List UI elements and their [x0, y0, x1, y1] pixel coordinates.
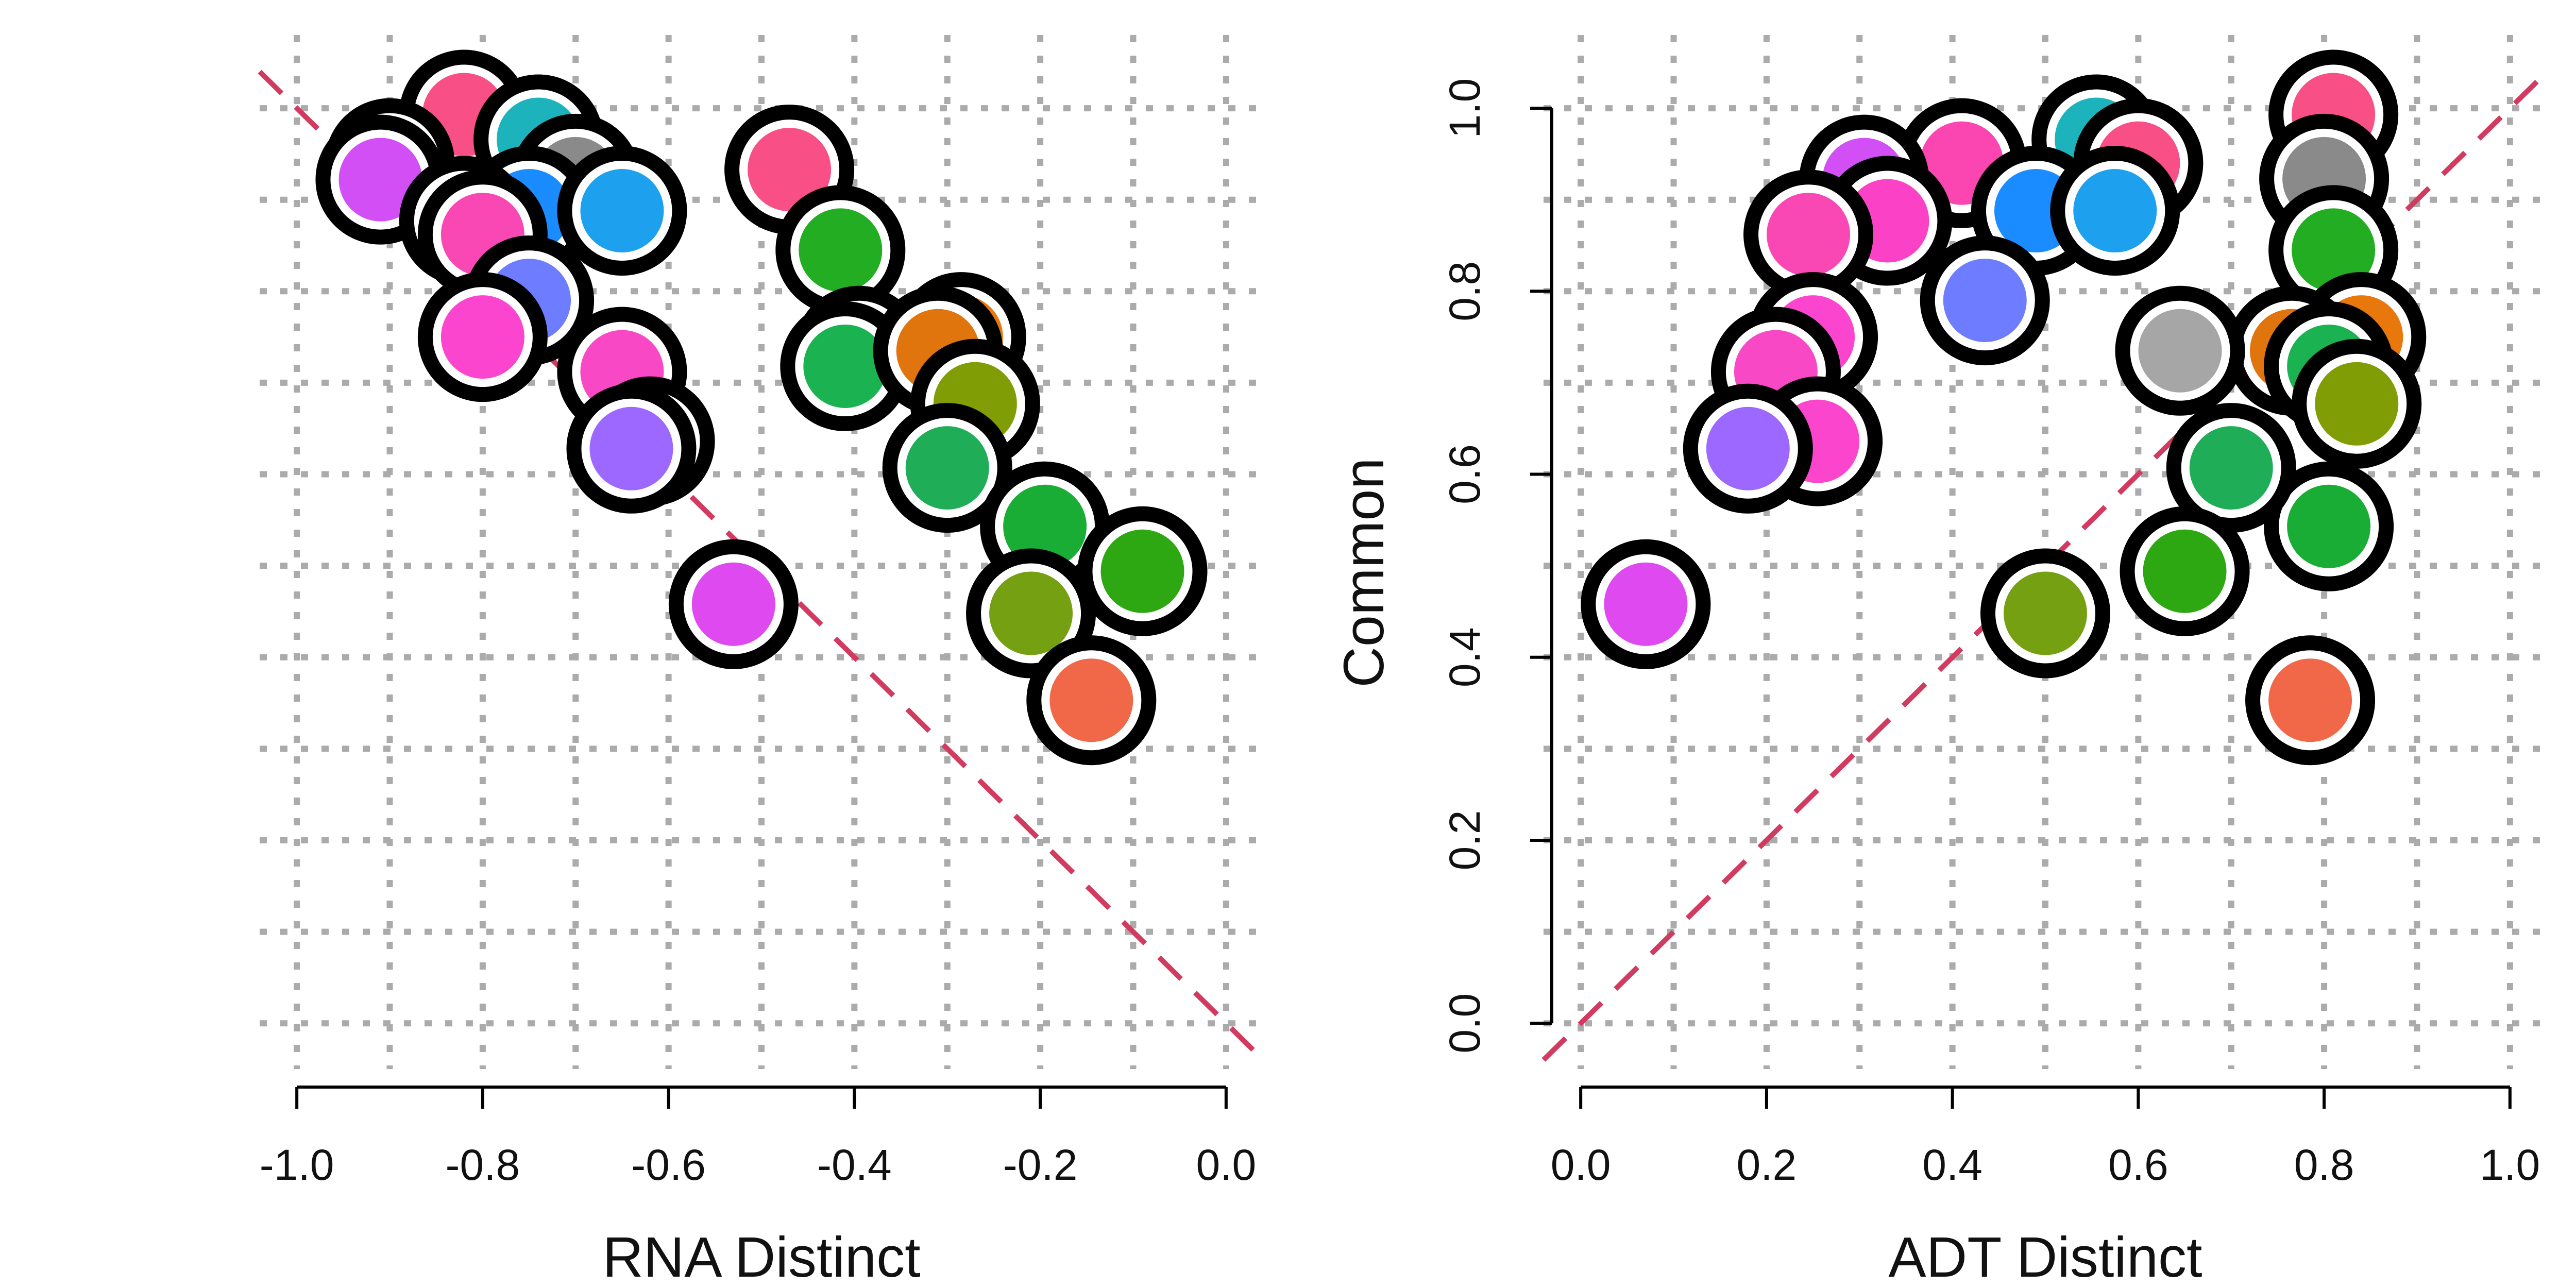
x-tick-label: 0.6: [2108, 1141, 2168, 1189]
data-point: [724, 105, 855, 235]
data-point: [2292, 338, 2422, 469]
data-point: [557, 146, 687, 276]
rna-distinct-panel: -1.0 -0.8 -0.6 -0.4 -0.2 0.0 RNA Distinct: [258, 35, 1265, 1288]
adt-x-axis: 0.0 0.2 0.4 0.6 0.8 1.0: [1551, 1086, 2540, 1189]
data-point: [2050, 146, 2180, 276]
x-tick-label: -0.2: [1003, 1141, 1078, 1189]
data-point: [2264, 461, 2394, 591]
x-tick-label: 0.8: [2294, 1141, 2354, 1189]
y-tick-label: 0.4: [1440, 627, 1489, 687]
y-tick-label: 0.8: [1440, 261, 1489, 321]
data-point: [1683, 383, 1813, 514]
data-point: [2120, 506, 2250, 636]
x-tick-label: -0.6: [631, 1141, 706, 1189]
x-tick-label: -0.4: [817, 1141, 892, 1189]
rna-x-axis-title: RNA Distinct: [602, 1226, 920, 1288]
x-tick-label: 0.4: [1922, 1141, 1982, 1189]
data-point: [882, 403, 1012, 533]
x-tick-label: 1.0: [2480, 1141, 2540, 1189]
common-y-axis-title: Common: [1332, 457, 1396, 687]
adt-distinct-panel: 0.0 0.2 0.4 0.6 0.8 1.0 0.0 0.2 0.4 0.6 0.8 1.0 AD…: [1332, 35, 2549, 1288]
y-tick-label: 0.6: [1440, 444, 1489, 504]
data-point: [2245, 635, 2376, 766]
data-point: [2166, 403, 2296, 533]
data-point: [1581, 539, 1711, 669]
x-tick-label: -0.8: [446, 1141, 520, 1189]
adt-y-axis: 0.0 0.2 0.4 0.6 0.8 1.0: [1440, 78, 1553, 1054]
data-point: [1920, 235, 2050, 366]
adt-x-axis-title: ADT Distinct: [1888, 1226, 2202, 1288]
y-tick-label: 0.2: [1440, 810, 1489, 871]
y-tick-label: 1.0: [1440, 78, 1489, 139]
data-point: [1743, 170, 1874, 300]
y-tick-label: 0.0: [1440, 993, 1489, 1054]
rna-reference-line: [258, 70, 1265, 1062]
data-point: [1077, 506, 1208, 636]
adt-points: [1581, 49, 2427, 766]
data-point: [1980, 548, 2110, 679]
data-point: [668, 539, 799, 669]
data-point: [775, 185, 906, 315]
data-point: [1026, 635, 1157, 766]
reference-diagonal-line: [258, 70, 1265, 1062]
data-point: [2115, 285, 2245, 416]
x-tick-label: 0.2: [1736, 1141, 1797, 1189]
x-tick-label: 0.0: [1196, 1141, 1256, 1189]
x-tick-label: -1.0: [260, 1141, 334, 1189]
rna-points: [315, 49, 1208, 766]
data-point: [417, 272, 548, 402]
rna-x-axis: -1.0 -0.8 -0.6 -0.4 -0.2 0.0: [260, 1086, 1256, 1189]
x-tick-label: 0.0: [1551, 1141, 1611, 1189]
data-point: [566, 383, 697, 514]
